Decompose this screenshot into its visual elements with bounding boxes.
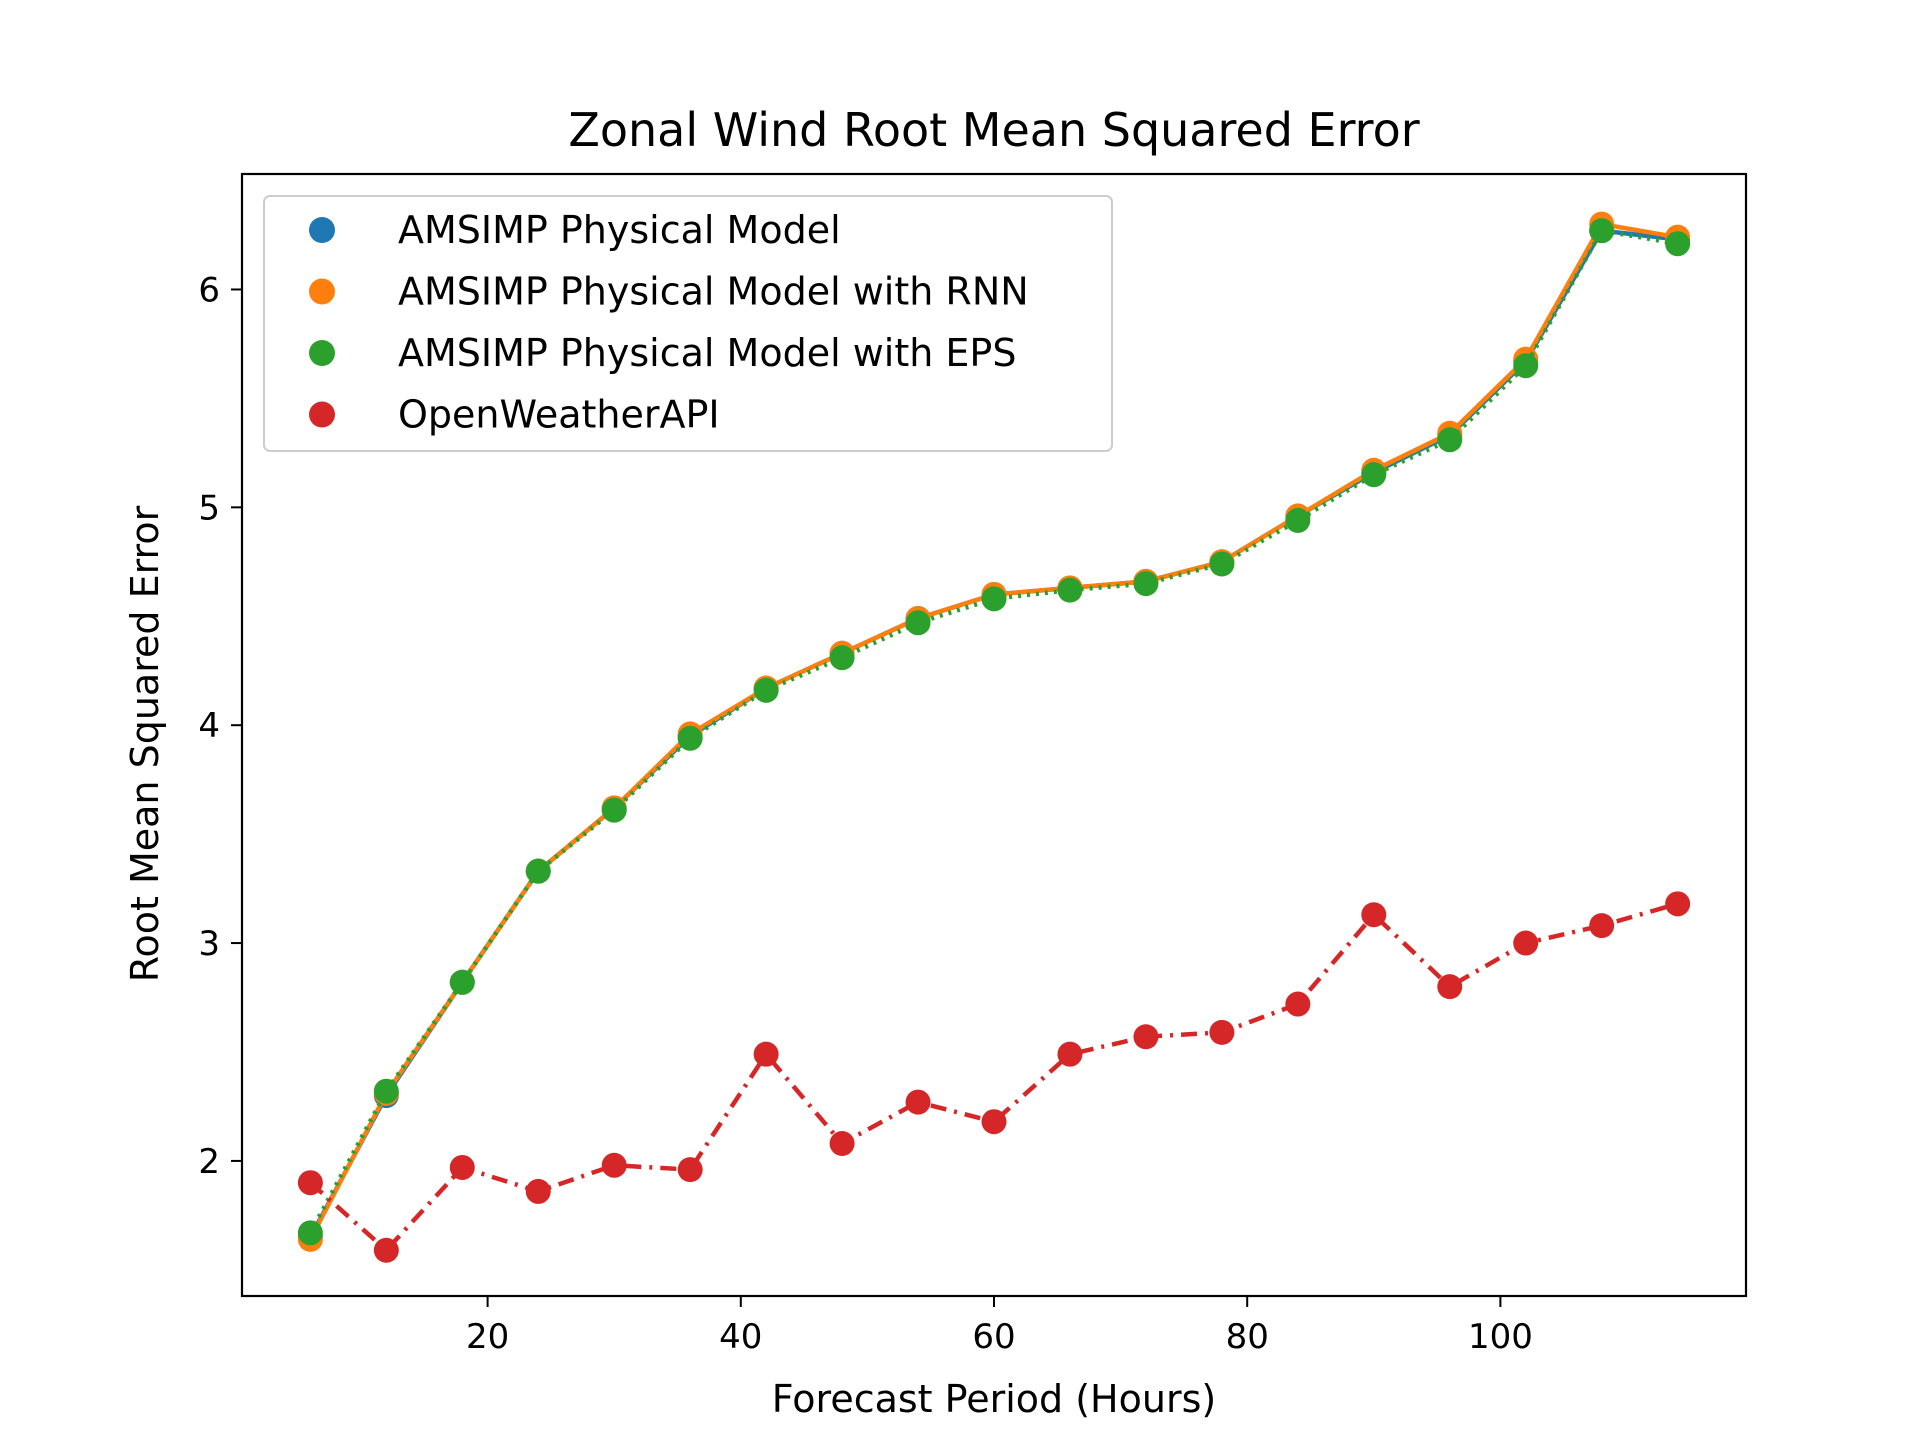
- data-point: [297, 1220, 323, 1246]
- data-point: [677, 1157, 703, 1183]
- y-tick-label: 3: [198, 924, 220, 964]
- chart-title: Zonal Wind Root Mean Squared Error: [568, 103, 1419, 157]
- data-point: [601, 797, 627, 823]
- x-tick-label: 40: [719, 1317, 762, 1357]
- data-point: [1209, 551, 1235, 577]
- x-tick-label: 20: [466, 1317, 509, 1357]
- series-4: [297, 891, 1691, 1263]
- data-point: [1057, 1041, 1083, 1067]
- x-tick-label: 60: [972, 1317, 1015, 1357]
- data-point: [449, 969, 475, 995]
- data-point: [1437, 974, 1463, 1000]
- data-point: [373, 1237, 399, 1263]
- data-point: [373, 1078, 399, 1104]
- data-point: [1057, 577, 1083, 603]
- legend-label: AMSIMP Physical Model with RNN: [398, 270, 1029, 314]
- x-axis-label: Forecast Period (Hours): [772, 1377, 1216, 1421]
- data-point: [1209, 1019, 1235, 1045]
- data-point: [677, 725, 703, 751]
- data-point: [525, 858, 551, 884]
- legend-marker: [309, 217, 335, 243]
- y-tick-label: 5: [198, 488, 220, 528]
- data-point: [1133, 571, 1159, 597]
- data-point: [1665, 231, 1691, 257]
- x-tick-label: 100: [1468, 1317, 1533, 1357]
- data-point: [1133, 1024, 1159, 1050]
- data-point: [1361, 902, 1387, 928]
- data-point: [1361, 462, 1387, 488]
- data-point: [1665, 891, 1691, 917]
- data-point: [753, 1041, 779, 1067]
- x-tick-label: 80: [1226, 1317, 1269, 1357]
- data-point: [1513, 353, 1539, 379]
- legend-marker: [309, 401, 335, 428]
- data-point: [981, 1109, 1007, 1135]
- data-point: [1513, 930, 1539, 956]
- y-tick-label: 6: [198, 270, 220, 310]
- legend-marker: [309, 278, 335, 305]
- x-axis-ticks: 20 40 60 80 100: [466, 1296, 1533, 1357]
- data-point: [1285, 507, 1311, 533]
- data-point: [905, 610, 931, 636]
- legend-label: AMSIMP Physical Model with EPS: [398, 331, 1016, 375]
- data-point: [1589, 218, 1615, 244]
- y-tick-label: 2: [198, 1142, 220, 1182]
- data-point: [753, 677, 779, 703]
- data-point: [449, 1154, 475, 1180]
- data-point: [601, 1152, 627, 1178]
- data-point: [981, 586, 1007, 612]
- y-tick-label: 4: [198, 706, 220, 746]
- legend-label: OpenWeatherAPI: [398, 393, 720, 437]
- data-point: [1589, 913, 1615, 939]
- series-layer: [297, 211, 1691, 1263]
- data-point: [829, 1130, 855, 1156]
- legend-box: [263, 195, 1113, 452]
- data-point: [1285, 991, 1311, 1017]
- data-point: [297, 1170, 323, 1196]
- legend: AMSIMP Physical Model AMSIMP Physical Mod…: [263, 195, 1113, 452]
- data-point: [1437, 427, 1463, 453]
- data-point: [829, 645, 855, 671]
- y-axis-label: Root Mean Squared Error: [123, 505, 167, 982]
- legend-label: AMSIMP Physical Model: [398, 208, 841, 252]
- data-point: [525, 1178, 551, 1204]
- legend-marker: [309, 340, 335, 366]
- data-point: [905, 1089, 931, 1115]
- y-axis-ticks: 2 3 4 5 6: [198, 270, 242, 1182]
- series-3: [297, 218, 1691, 1246]
